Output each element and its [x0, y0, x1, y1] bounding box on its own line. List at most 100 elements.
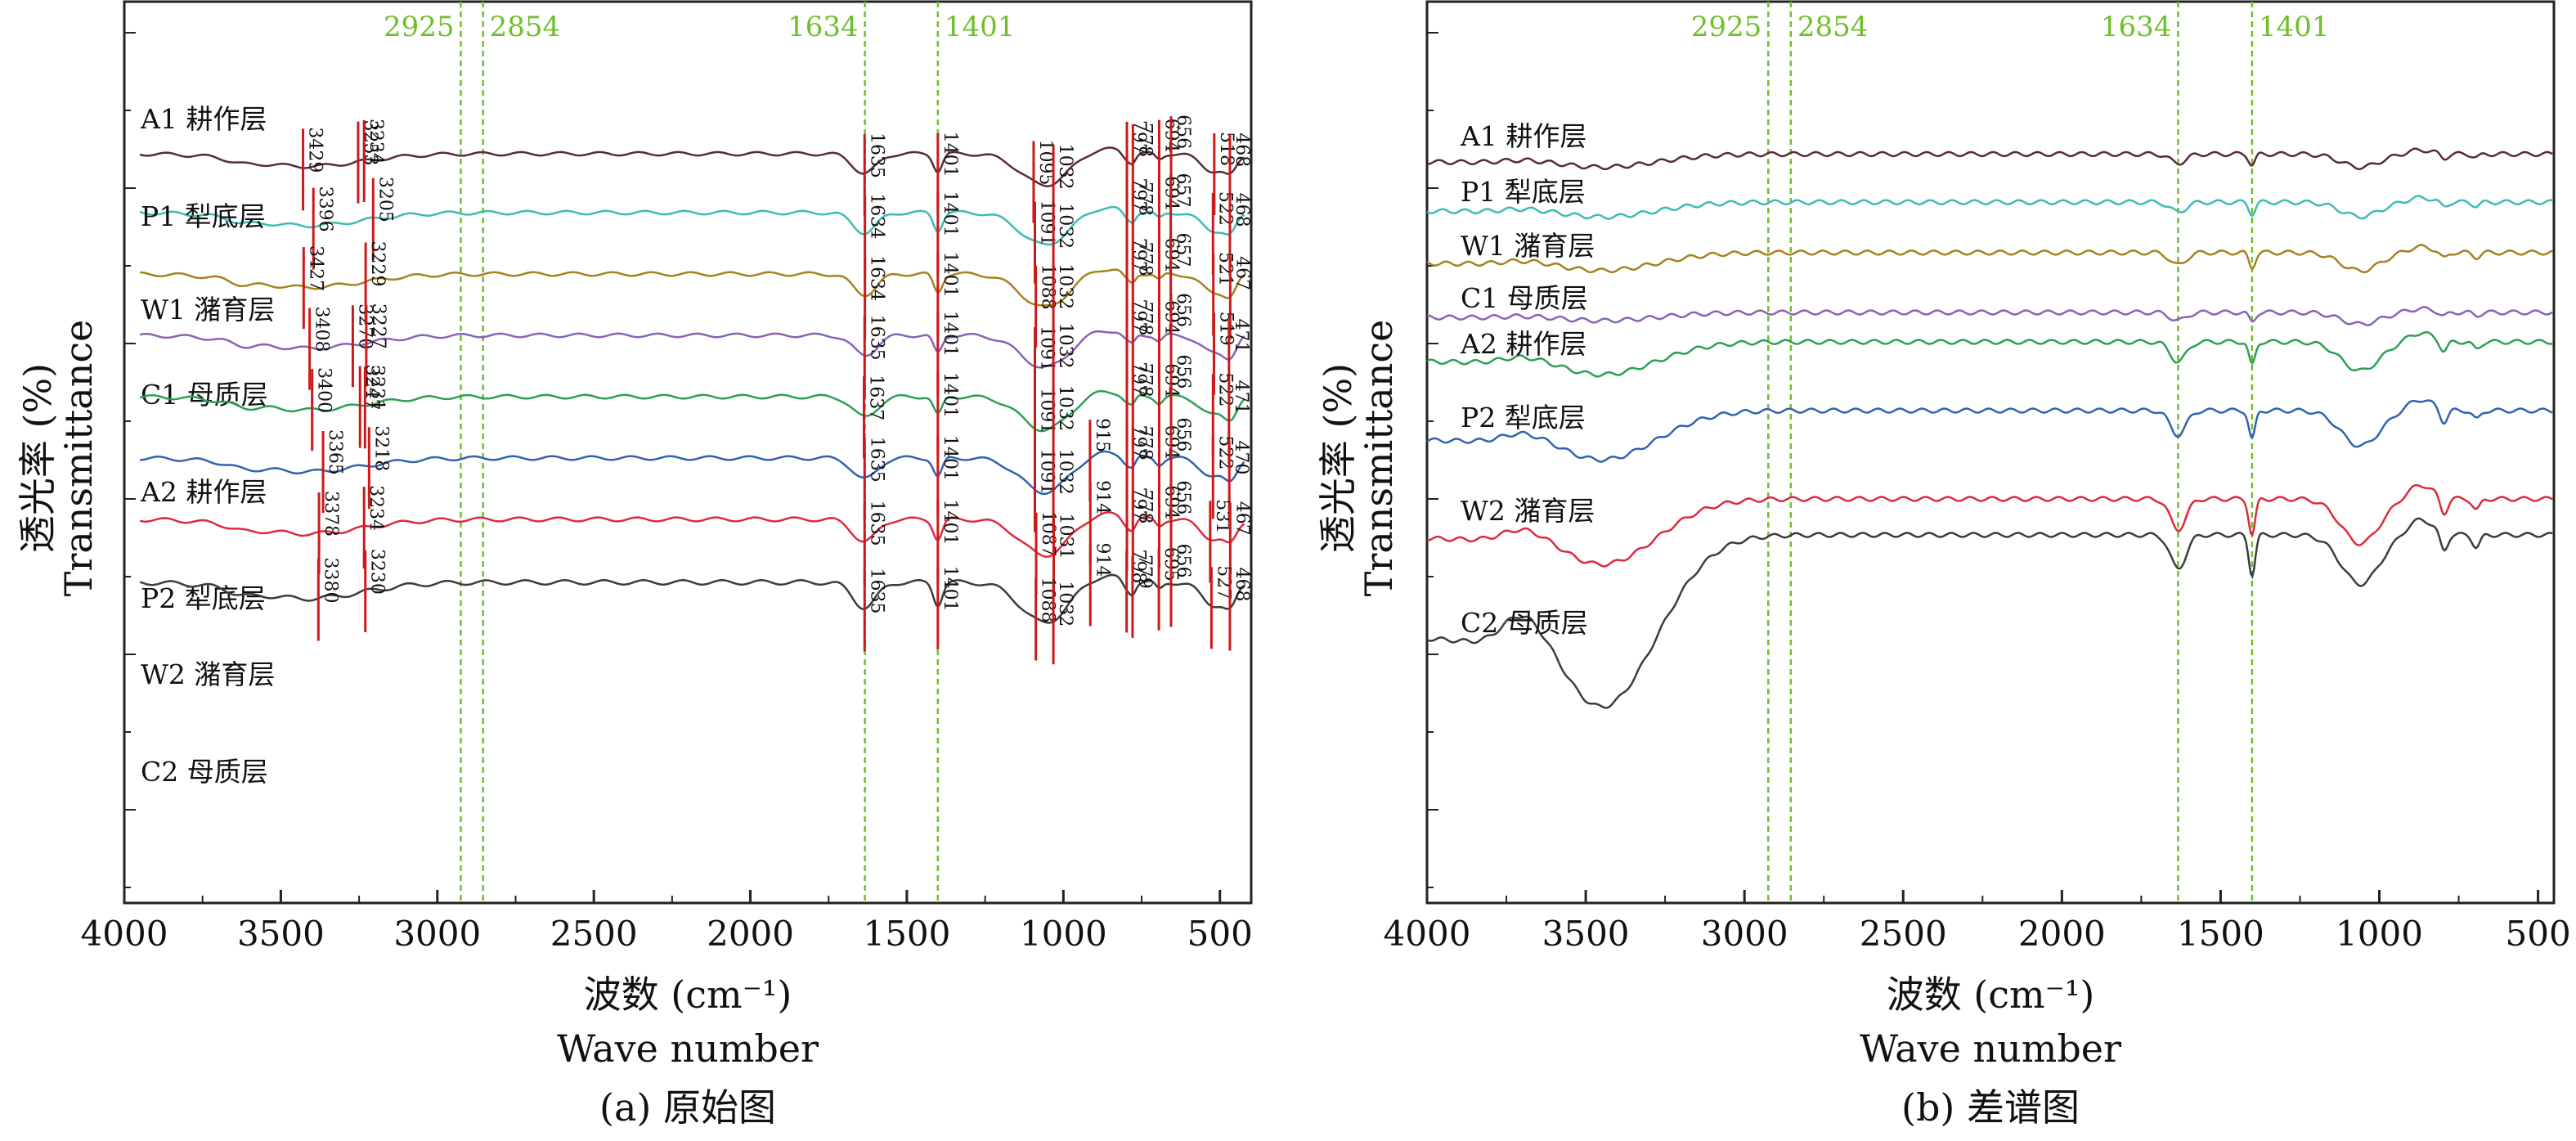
x-tick-label: 3000 [393, 914, 481, 954]
spectrum-line-A2 [1426, 330, 2553, 378]
x-tick-label: 3500 [237, 914, 325, 954]
peak-label: 3380 [320, 558, 340, 604]
series-label-C1: C1 母质层 [1461, 282, 1588, 314]
reference-line-label: 2854 [490, 11, 561, 43]
reference-line-label: 2925 [384, 11, 455, 43]
x-tick-label: 500 [1187, 914, 1253, 954]
spectrum-line-A2 [139, 389, 1245, 433]
panel-b-ylabel-cn: 透光率 (%) [1316, 363, 1360, 553]
peak-label: 1031 [1055, 514, 1075, 559]
peak-label: 3234 [366, 485, 386, 531]
peak-label: 656 [1173, 543, 1193, 577]
series-label-W2: W2 潴育层 [1461, 495, 1595, 527]
peak-label: 531 [1212, 499, 1232, 533]
spectrum-line-W2 [139, 511, 1245, 558]
peak-label: 1634 [867, 193, 887, 239]
peak-label: 1637 [866, 375, 886, 420]
reference-line-label: 2925 [1691, 11, 1762, 43]
panel-a-plot-frame [123, 0, 1253, 905]
spectrum-line-P1 [1426, 195, 2553, 220]
peak-label: 1032 [1055, 449, 1075, 495]
peak-label: 778 [1134, 242, 1155, 276]
peak-label: 3229 [367, 240, 388, 286]
spectrum-line-C1 [139, 330, 1245, 369]
reference-line-label: 1401 [945, 11, 1016, 43]
panel-b-xlabel-en: Wave number [1860, 1026, 2121, 1071]
peak-label: 522 [1214, 435, 1235, 469]
peak-label: 778 [1134, 182, 1155, 216]
peak-label: 468 [1232, 568, 1252, 602]
peak-label: 657 [1173, 173, 1193, 208]
peak-label: 470 [1231, 440, 1251, 474]
peak-label: 3234 [366, 119, 386, 164]
spectrum-line-W1 [140, 268, 1245, 307]
spectrum-line-P2 [1426, 399, 2553, 463]
series-label-A1: A1 耕作层 [1460, 120, 1586, 152]
series-label-A2: A2 耕作层 [140, 476, 267, 508]
series-label-P1: P1 犁底层 [141, 200, 266, 232]
peak-label: 521 [1215, 252, 1236, 286]
peak-label: 522 [1214, 191, 1235, 226]
peak-label: 1634 [867, 255, 887, 301]
peak-label: 656 [1173, 293, 1193, 327]
peak-label: 3205 [375, 177, 395, 222]
peak-label: 519 [1215, 312, 1236, 346]
panel-b-xlabel-cn: 波数 (cm⁻¹) [1887, 973, 2095, 1017]
series-label-A2: A2 耕作层 [1460, 328, 1586, 360]
x-tick-label: 2000 [2018, 914, 2106, 954]
x-tick-label: 2500 [550, 914, 638, 954]
peak-label: 1401 [940, 499, 960, 545]
spectrum-line-C1 [1426, 306, 2553, 326]
peak-label: 3427 [305, 245, 325, 291]
peak-label: 1401 [940, 311, 960, 357]
panel-a-xlabel-cn: 波数 (cm⁻¹) [584, 973, 792, 1017]
peak-label: 1401 [940, 435, 960, 481]
series-label-C2: C2 母质层 [141, 756, 268, 788]
x-tick-label: 3000 [1701, 914, 1788, 954]
peak-label: 3378 [321, 491, 341, 537]
peak-label: 1635 [866, 568, 886, 614]
peak-label: 657 [1173, 232, 1193, 267]
peak-label: 468 [1232, 193, 1252, 227]
series-label-P1: P1 犁底层 [1461, 176, 1586, 208]
peak-label: 656 [1173, 480, 1193, 514]
x-tick-label: 1000 [2336, 914, 2423, 954]
spectrum-line-W2 [1426, 483, 2553, 568]
peak-label: 1635 [866, 437, 886, 483]
peak-label: 1635 [866, 315, 886, 361]
series-label-W1: W1 潴育层 [1461, 230, 1595, 262]
x-tick-label: 1500 [2177, 914, 2264, 954]
peak-label: 471 [1231, 319, 1251, 353]
x-tick-label: 4000 [1384, 914, 1471, 954]
panel-a-caption: (a) 原始图 [599, 1085, 776, 1130]
x-tick-label: 2500 [1860, 914, 1947, 954]
spectrum-line-C2 [139, 573, 1245, 624]
peak-label: 1088 [1038, 264, 1058, 310]
peak-label: 656 [1173, 354, 1193, 389]
x-tick-label: 1000 [1020, 914, 1107, 954]
peak-label: 1401 [940, 132, 960, 177]
reference-line-label: 1401 [2259, 11, 2330, 43]
peak-label: 1032 [1055, 203, 1075, 249]
peak-label: 3230 [367, 549, 388, 595]
peak-label: 3396 [315, 186, 335, 232]
peak-label: 778 [1134, 426, 1155, 460]
spectrum-line-W1 [1426, 244, 2553, 274]
peak-label: 3408 [312, 307, 332, 353]
peak-label: 1401 [940, 372, 960, 418]
peak-label: 467 [1232, 256, 1252, 290]
peak-label: 656 [1173, 115, 1193, 149]
peak-label: 3227 [368, 303, 388, 349]
peak-label: 3270 [354, 303, 375, 349]
peak-label: 1087 [1038, 511, 1058, 557]
peak-label: 778 [1134, 302, 1155, 336]
spectrum-line-A1 [139, 146, 1245, 187]
peak-label: 1401 [940, 191, 960, 237]
peak-label: 1032 [1055, 323, 1075, 369]
peak-label: 3365 [325, 429, 345, 475]
peak-label: 914 [1092, 480, 1112, 514]
panel-b-caption: (b) 差谱图 [1901, 1085, 2080, 1130]
peak-label: 914 [1092, 543, 1112, 577]
series-label-C2: C2 母质层 [1461, 607, 1588, 639]
